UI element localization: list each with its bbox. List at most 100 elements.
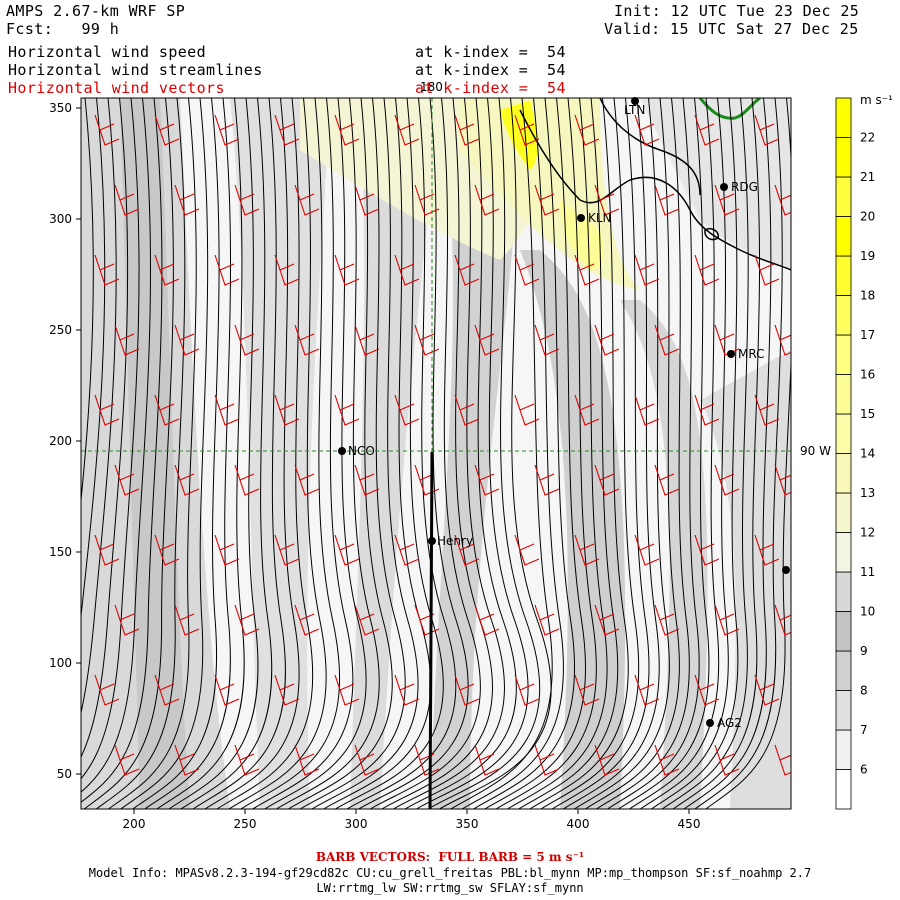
streamline — [574, 98, 670, 809]
streamline — [596, 98, 690, 809]
wind-barb — [154, 394, 180, 426]
streamline — [81, 98, 129, 758]
wind-barb — [94, 534, 120, 566]
wind-barb — [774, 604, 791, 636]
wind-barb — [534, 464, 560, 496]
wind-barb — [774, 744, 791, 776]
field-level-vectors: at k-index = 54 — [415, 79, 566, 97]
streamline — [404, 98, 517, 809]
wind-barb — [594, 184, 620, 216]
wind-barb — [474, 324, 500, 356]
wind-barb — [154, 534, 180, 566]
streamline — [562, 98, 660, 809]
wind-barb — [234, 324, 260, 356]
wind-barb — [754, 394, 780, 426]
svg-text:LTN: LTN — [624, 103, 645, 117]
wind-barb — [754, 534, 780, 566]
lat-lon-grid — [81, 98, 791, 452]
wind-barb — [114, 744, 140, 776]
model-info: Model Info: MPASv8.2.3-194-gf29cd82c CU:… — [88, 866, 812, 880]
streamline — [156, 98, 245, 809]
streamline — [81, 98, 94, 505]
wind-barb — [514, 114, 540, 146]
streamline — [461, 98, 564, 809]
streamline — [240, 98, 340, 809]
field-name-vectors: Horizontal wind vectors — [8, 79, 225, 97]
wind-barb — [714, 464, 740, 496]
streamline — [495, 98, 597, 809]
wind-barb — [454, 534, 480, 566]
x-tick-label: 300 — [345, 817, 368, 831]
svg-text:Henry: Henry — [437, 534, 473, 548]
wind-barb — [694, 114, 720, 146]
colorbar-swatch — [835, 295, 852, 336]
station-ltn: LTN — [624, 97, 645, 117]
svg-text:RDG: RDG — [731, 180, 758, 194]
streamline — [346, 98, 457, 809]
x-tick-label: 200 — [123, 817, 146, 831]
wind-barb — [594, 604, 620, 636]
wind-barb — [774, 464, 791, 496]
wind-barb — [654, 604, 680, 636]
wind-barb — [214, 534, 240, 566]
x-tick-label: 250 — [234, 817, 257, 831]
colorbar-label: 12 — [860, 526, 875, 540]
wind-barb — [234, 464, 260, 496]
wind-barb — [714, 744, 740, 776]
svg-text:NCO: NCO — [348, 444, 375, 458]
wind-barb — [694, 254, 720, 286]
wind-barb — [514, 254, 540, 286]
wind-barb — [454, 254, 480, 286]
streamline — [81, 98, 163, 803]
wind-barb — [754, 114, 780, 146]
wind-barb — [634, 114, 660, 146]
field-name-streamlines: Horizontal wind streamlines — [8, 61, 263, 79]
colorbar-swatch — [835, 453, 852, 494]
y-tick-label: 300 — [49, 212, 72, 226]
y-tick-label: 150 — [49, 545, 72, 559]
y-tick-label: 350 — [49, 101, 72, 115]
x-tick-label: 350 — [456, 817, 479, 831]
streamline — [694, 98, 783, 809]
x-tick-label: 450 — [678, 817, 701, 831]
colorbar-swatch — [835, 611, 852, 652]
y-tick-label: 100 — [49, 656, 72, 670]
colorbar-unit: m s⁻¹ — [860, 93, 893, 107]
wind-barb — [474, 744, 500, 776]
colorbar-swatch — [835, 255, 852, 296]
streamline — [83, 98, 174, 809]
streamline — [585, 98, 680, 809]
station-henry: Henry — [428, 534, 473, 548]
colorbar-label: 21 — [860, 170, 875, 184]
streamline — [651, 98, 739, 809]
colorbar-label: 6 — [860, 763, 868, 777]
streamline — [439, 98, 552, 809]
wind-barb — [714, 324, 740, 356]
colorbar-swatch — [835, 650, 852, 691]
streamline — [299, 98, 406, 809]
model-title: AMPS 2.67-km WRF SP — [6, 2, 186, 20]
wind-barb — [234, 604, 260, 636]
wind-barb — [634, 534, 660, 566]
colorbar-label: 10 — [860, 605, 875, 619]
wind-barb — [94, 674, 120, 706]
colorbar-swatch — [835, 769, 852, 810]
wind-barb — [574, 394, 600, 426]
wind-barb — [574, 254, 600, 286]
streamline — [204, 98, 300, 809]
wind-barb — [354, 184, 380, 216]
wind-barb — [414, 184, 440, 216]
wind-barb — [754, 254, 780, 286]
barb-legend: BARB VECTORS: FULL BARB = 5 m s⁻¹ — [315, 850, 585, 864]
colorbar-swatch — [835, 176, 852, 217]
streamline — [144, 98, 231, 809]
wind-barb — [294, 604, 320, 636]
wind-barb — [274, 534, 300, 566]
streamlines — [81, 98, 791, 809]
wind-barb — [694, 674, 720, 706]
wind-barb — [334, 254, 360, 286]
streamline — [96, 98, 186, 809]
streamline — [132, 98, 220, 809]
field-level-streamlines: at k-index = 54 — [415, 61, 566, 79]
